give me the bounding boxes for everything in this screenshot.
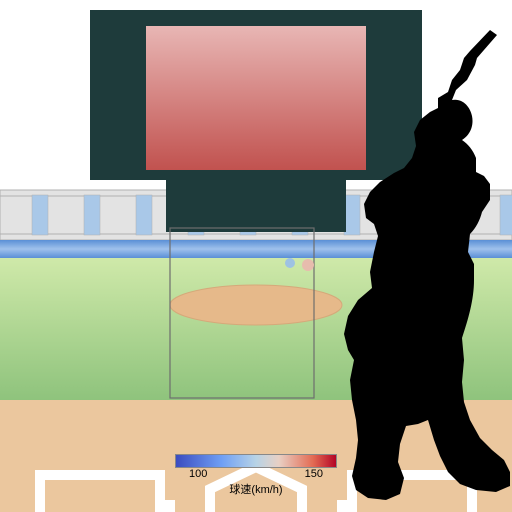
legend-title: 球速(km/h): [175, 481, 337, 497]
legend-ticks: 100 150: [175, 468, 337, 480]
velocity-legend: 100 150 球速(km/h): [175, 454, 337, 497]
scene-svg: [0, 0, 512, 512]
legend-gradient-bar: [175, 454, 337, 468]
legend-tick: 150: [305, 468, 323, 480]
pitch-point: [285, 258, 295, 268]
legend-tick: 100: [189, 468, 207, 480]
pitch-location-chart: 100 150 球速(km/h): [0, 0, 512, 512]
pitch-point: [302, 259, 314, 271]
